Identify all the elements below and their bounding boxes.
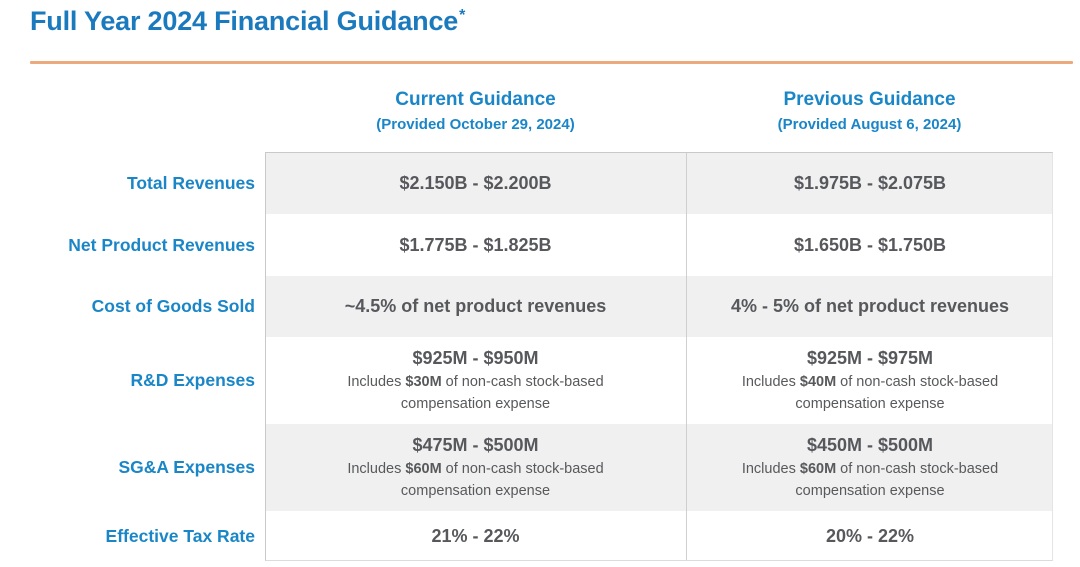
- cell-value: 4% - 5% of net product revenues: [730, 296, 1010, 316]
- footnote-asterisk: *: [459, 7, 466, 24]
- page-title: Full Year 2024 Financial Guidance*: [30, 6, 465, 37]
- column-header-current: Current Guidance (Provided October 29, 2…: [265, 88, 686, 135]
- note-suffix: of non-cash stock-based compensation exp…: [795, 460, 999, 499]
- table-row-effective-tax-rate: Effective Tax Rate 21% - 22% 20% - 22%: [0, 511, 1053, 561]
- column-headers: Current Guidance (Provided October 29, 2…: [265, 88, 1053, 135]
- cell-value: $925M - $975M: [806, 347, 934, 368]
- note-prefix: Includes: [347, 373, 406, 390]
- cell-note: Includes $60M of non-cash stock-based co…: [698, 458, 1043, 502]
- cell-value: 21% - 22%: [431, 525, 520, 546]
- cell-previous-rd-expenses: $925M - $975M Includes $40M of non-cash …: [686, 337, 1053, 424]
- cell-value: $1.775B - $1.825B: [399, 234, 552, 255]
- cell-value: $475M - $500M: [412, 434, 539, 455]
- cell-value: $450M - $500M: [806, 434, 934, 455]
- cell-note: Includes $60M of non-cash stock-based co…: [303, 458, 648, 502]
- cell-current-cogs: ~4.5% of net product revenues: [265, 276, 686, 337]
- note-amount: $60M: [799, 460, 837, 477]
- note-suffix: of non-cash stock-based compensation exp…: [400, 373, 604, 412]
- column-header-current-label: Current Guidance: [395, 89, 556, 110]
- row-label: Total Revenues: [126, 172, 255, 193]
- note-suffix: of non-cash stock-based compensation exp…: [795, 373, 999, 412]
- cell-note: Includes $40M of non-cash stock-based co…: [698, 371, 1043, 415]
- cell-value: $925M - $950M: [412, 347, 539, 368]
- guidance-table: Total Revenues $2.150B - $2.200B $1.975B…: [0, 152, 1053, 561]
- cell-current-net-product-revenues: $1.775B - $1.825B: [265, 214, 686, 276]
- cell-value: 20% - 22%: [825, 525, 915, 546]
- cell-current-rd-expenses: $925M - $950M Includes $30M of non-cash …: [265, 337, 686, 424]
- table-row-total-revenues: Total Revenues $2.150B - $2.200B $1.975B…: [0, 152, 1053, 214]
- row-label: Net Product Revenues: [68, 234, 255, 255]
- title-divider-line: [30, 61, 1073, 64]
- note-prefix: Includes: [741, 460, 800, 477]
- column-header-current-sublabel: (Provided October 29, 2024): [376, 116, 575, 133]
- cell-note: Includes $30M of non-cash stock-based co…: [303, 371, 648, 415]
- cell-current-total-revenues: $2.150B - $2.200B: [265, 152, 686, 214]
- row-label: R&D Expenses: [130, 370, 256, 390]
- row-label: Effective Tax Rate: [105, 525, 255, 546]
- page-title-text: Full Year 2024 Financial Guidance: [30, 6, 459, 36]
- note-amount: $40M: [799, 373, 837, 390]
- cell-value: $2.150B - $2.200B: [399, 172, 552, 193]
- cell-previous-sga-expenses: $450M - $500M Includes $60M of non-cash …: [686, 424, 1053, 511]
- note-amount: $30M: [405, 373, 442, 390]
- cell-previous-cogs: 4% - 5% of net product revenues: [686, 276, 1053, 337]
- table-row-net-product-revenues: Net Product Revenues $1.775B - $1.825B $…: [0, 214, 1053, 276]
- table-row-sga-expenses: SG&A Expenses $475M - $500M Includes $60…: [0, 424, 1053, 511]
- cell-previous-effective-tax-rate: 20% - 22%: [686, 511, 1053, 561]
- cell-value: $1.650B - $1.750B: [793, 234, 947, 255]
- row-label: SG&A Expenses: [118, 457, 256, 477]
- row-label: Cost of Goods Sold: [91, 296, 255, 316]
- column-header-previous-label: Previous Guidance: [783, 89, 956, 110]
- table-row-cost-of-goods-sold: Cost of Goods Sold ~4.5% of net product …: [0, 276, 1053, 337]
- cell-value: $1.975B - $2.075B: [793, 172, 947, 193]
- cell-previous-net-product-revenues: $1.650B - $1.750B: [686, 214, 1053, 276]
- cell-previous-total-revenues: $1.975B - $2.075B: [686, 152, 1053, 214]
- table-row-rd-expenses: R&D Expenses $925M - $950M Includes $30M…: [0, 337, 1053, 424]
- column-header-previous: Previous Guidance (Provided August 6, 20…: [686, 88, 1053, 135]
- note-amount: $60M: [405, 460, 442, 477]
- note-prefix: Includes: [347, 460, 406, 477]
- cell-current-effective-tax-rate: 21% - 22%: [265, 511, 686, 561]
- note-suffix: of non-cash stock-based compensation exp…: [400, 460, 604, 499]
- note-prefix: Includes: [741, 373, 800, 390]
- cell-value: ~4.5% of net product revenues: [344, 296, 607, 316]
- cell-current-sga-expenses: $475M - $500M Includes $60M of non-cash …: [265, 424, 686, 511]
- column-header-previous-sublabel: (Provided August 6, 2024): [777, 116, 962, 133]
